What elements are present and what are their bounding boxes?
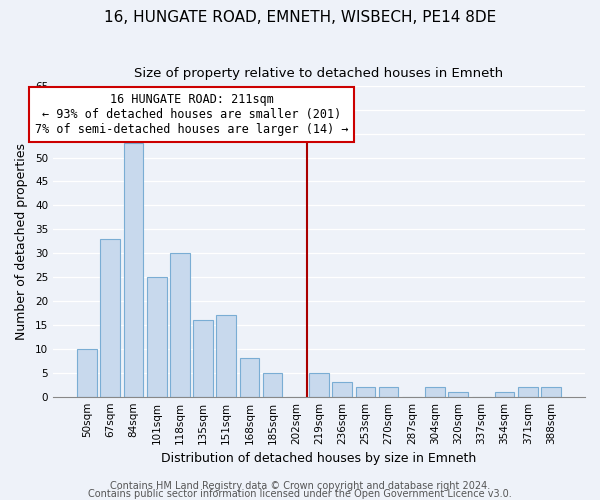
X-axis label: Distribution of detached houses by size in Emneth: Distribution of detached houses by size … <box>161 452 476 465</box>
Bar <box>124 143 143 397</box>
Bar <box>495 392 514 396</box>
Bar <box>263 373 283 396</box>
Y-axis label: Number of detached properties: Number of detached properties <box>15 143 28 340</box>
Bar <box>170 253 190 396</box>
Bar <box>379 387 398 396</box>
Bar <box>425 387 445 396</box>
Bar <box>309 373 329 396</box>
Bar <box>77 349 97 397</box>
Text: Contains HM Land Registry data © Crown copyright and database right 2024.: Contains HM Land Registry data © Crown c… <box>110 481 490 491</box>
Bar <box>448 392 468 396</box>
Bar <box>193 320 213 396</box>
Bar <box>147 277 167 396</box>
Bar <box>332 382 352 396</box>
Bar <box>518 387 538 396</box>
Bar <box>356 387 375 396</box>
Text: 16 HUNGATE ROAD: 211sqm
← 93% of detached houses are smaller (201)
7% of semi-de: 16 HUNGATE ROAD: 211sqm ← 93% of detache… <box>35 93 348 136</box>
Text: Contains public sector information licensed under the Open Government Licence v3: Contains public sector information licen… <box>88 489 512 499</box>
Bar <box>100 239 120 396</box>
Text: 16, HUNGATE ROAD, EMNETH, WISBECH, PE14 8DE: 16, HUNGATE ROAD, EMNETH, WISBECH, PE14 … <box>104 10 496 25</box>
Bar <box>239 358 259 397</box>
Bar <box>217 316 236 396</box>
Bar <box>541 387 561 396</box>
Title: Size of property relative to detached houses in Emneth: Size of property relative to detached ho… <box>134 68 503 80</box>
